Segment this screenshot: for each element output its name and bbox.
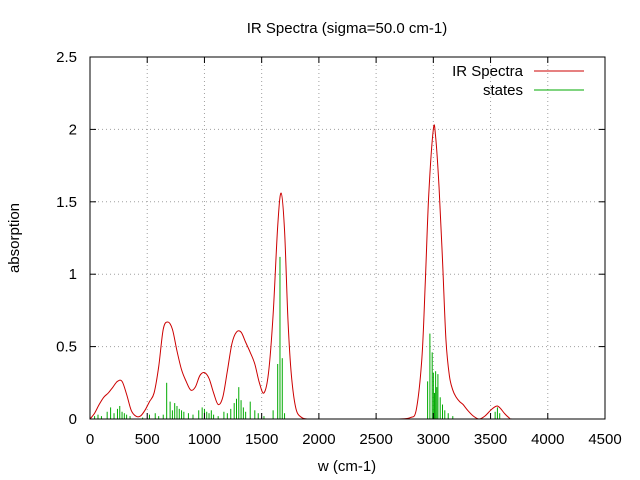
chart-title: IR Spectra (sigma=50.0 cm-1) — [247, 20, 448, 37]
x-tick-label: 4000 — [531, 431, 564, 448]
axis-ticks — [89, 56, 606, 420]
x-tick-label: 3000 — [417, 431, 450, 448]
y-tick-label: 0 — [69, 411, 77, 428]
grid-lines — [90, 57, 605, 419]
y-tick-label: 2.5 — [56, 49, 77, 66]
plot-frame — [89, 56, 606, 420]
y-axis-label: absorption — [6, 203, 23, 273]
x-tick-label: 2500 — [359, 431, 392, 448]
y-tick-label: 2 — [69, 121, 77, 138]
x-tick-label: 0 — [86, 431, 94, 448]
x-tick-label: 4500 — [588, 431, 621, 448]
ir-spectra-line — [89, 124, 583, 420]
x-tick-label: 1500 — [245, 431, 278, 448]
x-tick-label: 500 — [135, 431, 160, 448]
plot-series — [89, 124, 583, 420]
x-tick-label: 2000 — [302, 431, 335, 448]
legend: IR Spectra states — [452, 63, 584, 99]
x-tick-labels: 0 500 1000 1500 2000 2500 3000 3500 4000 4500 — [86, 431, 622, 448]
x-tick-label: 1000 — [188, 431, 221, 448]
y-tick-labels: 0 0.5 1 1.5 2 2.5 — [56, 49, 77, 428]
x-axis-label: w (cm-1) — [317, 458, 376, 475]
legend-label-ir-spectra: IR Spectra — [452, 63, 524, 80]
x-tick-label: 3500 — [474, 431, 507, 448]
y-tick-label: 1.5 — [56, 194, 77, 211]
legend-label-states: states — [483, 82, 523, 99]
y-tick-label: 1 — [69, 266, 77, 283]
y-tick-label: 0.5 — [56, 339, 77, 356]
